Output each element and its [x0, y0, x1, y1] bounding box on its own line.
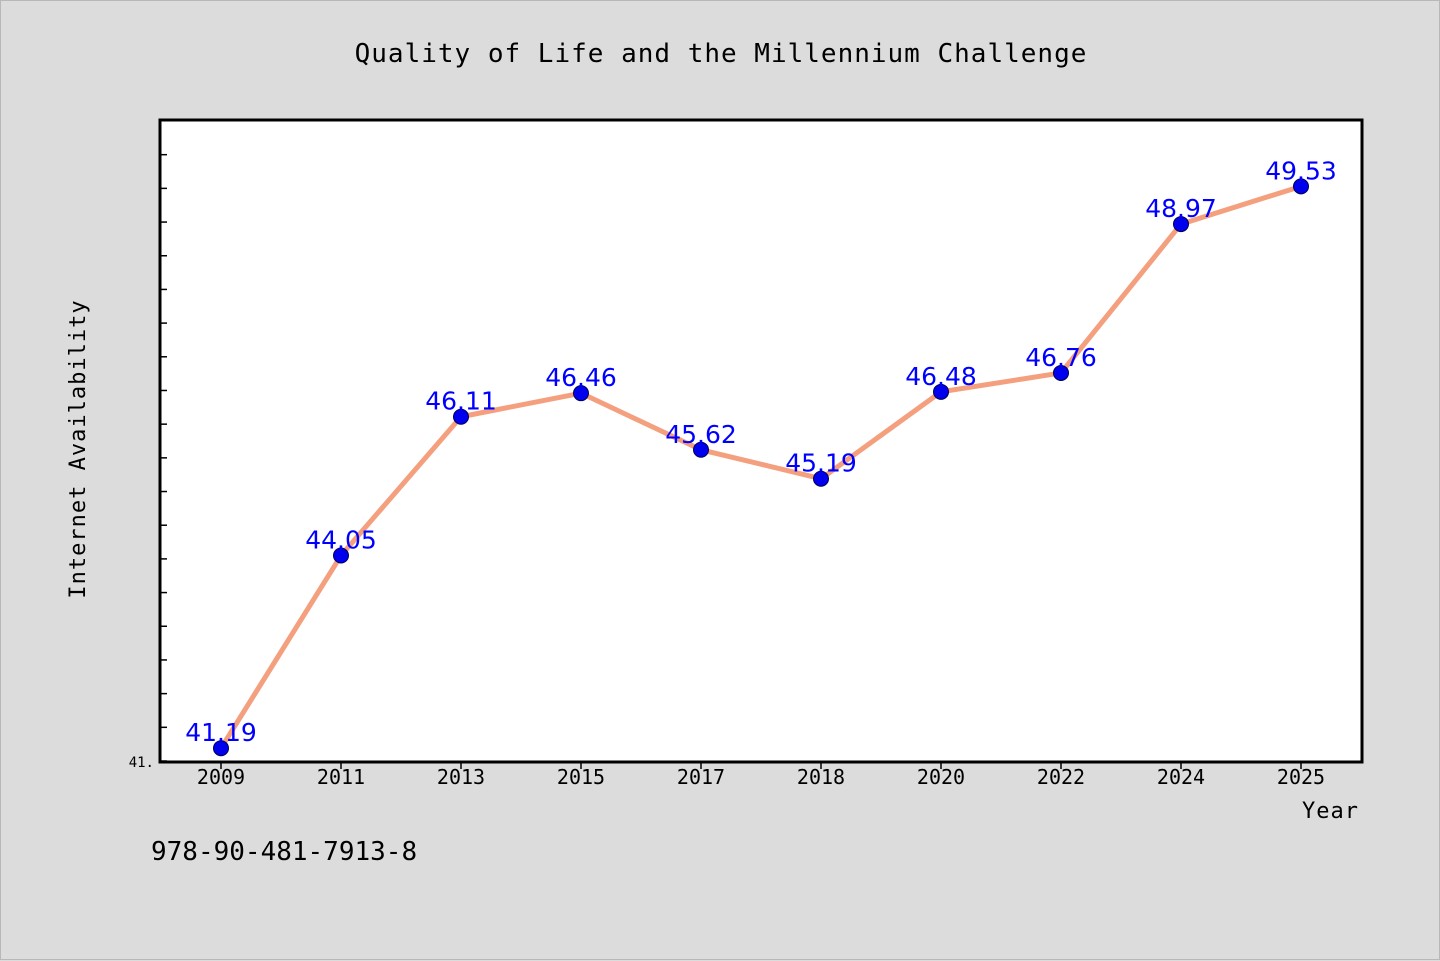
data-point — [453, 408, 469, 425]
series-layer: 41.19 44.05 46.11 46.46 45.62 45.19 46.48 46.76… — [185, 156, 1337, 757]
y-axis-label: Internet Availability — [66, 299, 91, 598]
x-tick-label: 2020 — [917, 765, 965, 789]
y-axis-minor-ticks — [161, 153, 167, 762]
data-label: 49.53 — [1265, 156, 1337, 185]
chart-title: Quality of Life and the Millennium Chall… — [355, 39, 1088, 69]
data-label: 46.11 — [425, 387, 497, 416]
data-point — [333, 547, 349, 564]
data-point — [933, 383, 949, 400]
x-tick-label: 2025 — [1277, 765, 1325, 789]
data-label: 45.19 — [785, 449, 857, 478]
data-label: 45.62 — [665, 420, 737, 449]
plot-area — [158, 118, 1364, 764]
series-line — [218, 183, 1304, 751]
data-label: 48.97 — [1145, 194, 1217, 223]
data-label: 41.19 — [185, 718, 257, 747]
x-tick-label: 2024 — [1157, 765, 1205, 789]
data-label: 44.05 — [305, 526, 377, 555]
x-tick-label: 2017 — [677, 765, 725, 789]
data-point — [1053, 364, 1069, 381]
data-label: 46.46 — [545, 363, 617, 392]
data-point — [693, 441, 709, 458]
y-axis-tick-label: 41. — [129, 755, 154, 771]
x-tick-label: 2018 — [797, 765, 845, 789]
x-tick-label: 2009 — [197, 765, 245, 789]
x-tick-label: 2013 — [437, 765, 485, 789]
data-point — [213, 740, 229, 757]
data-point — [813, 470, 829, 487]
data-point — [1173, 216, 1189, 233]
data-label: 46.48 — [905, 362, 977, 391]
x-axis: 2009 2011 2013 2015 2017 2018 2020 2022 2024 2025 — [197, 761, 1325, 789]
x-axis-label: Year — [1302, 799, 1359, 824]
isbn-footer: 978-90-481-7913-8 — [151, 837, 418, 867]
data-point — [1293, 178, 1309, 195]
x-tick-label: 2011 — [317, 765, 365, 789]
x-tick-label: 2015 — [557, 765, 605, 789]
data-point — [573, 385, 589, 402]
data-label: 46.76 — [1025, 343, 1097, 372]
x-tick-label: 2022 — [1037, 765, 1085, 789]
